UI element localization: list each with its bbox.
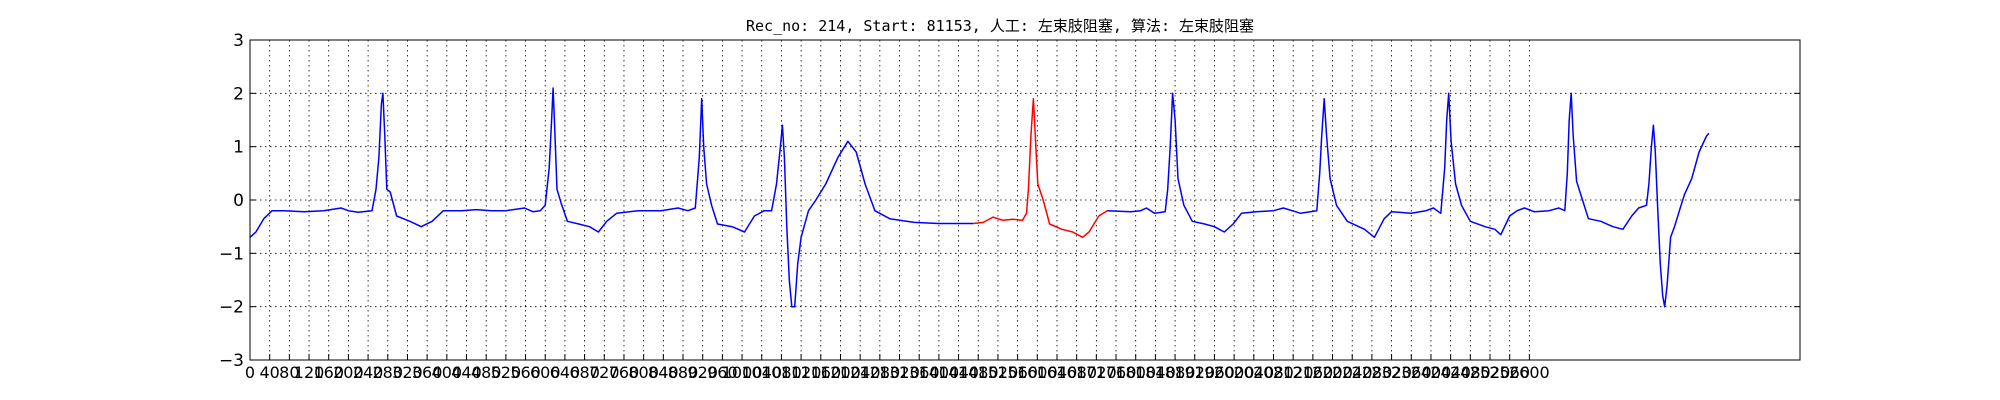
x-tick-label: 1600: [1017, 363, 1058, 382]
x-tick-label: 2080: [1253, 363, 1294, 382]
x-tick-label: 360: [412, 363, 443, 382]
x-tick-label: 240: [353, 363, 384, 382]
x-tick-label: 1200: [820, 363, 861, 382]
x-tick-label: 2480: [1450, 363, 1491, 382]
x-tick-label: 440: [451, 363, 482, 382]
x-tick-label: 1120: [781, 363, 822, 382]
x-tick-label: 960: [707, 363, 738, 382]
x-tick-label: 600: [530, 363, 561, 382]
x-tick-label: 2320: [1371, 363, 1412, 382]
y-axis: −3 −2 −1 0 1 2 3: [219, 31, 1800, 371]
x-tick-label: 1520: [978, 363, 1019, 382]
y-tick-label: −1: [219, 244, 244, 264]
y-tick-label: 2: [233, 84, 244, 104]
x-tick-label: 1080: [761, 363, 802, 382]
grid-lines: [250, 40, 1800, 360]
x-tick-label: 760: [609, 363, 640, 382]
x-tick-label: 1800: [1115, 363, 1156, 382]
x-tick-label: 1280: [859, 363, 900, 382]
x-tick-label: 200: [333, 363, 364, 382]
x-tick-label: 1560: [997, 363, 1038, 382]
x-tick-label: 1000: [722, 363, 763, 382]
x-tick-label: 2240: [1332, 363, 1373, 382]
x-tick-label: 2120: [1273, 363, 1314, 382]
y-tick-label: −2: [219, 298, 244, 318]
x-tick-label: 40: [260, 363, 280, 382]
x-tick-label: 1160: [800, 363, 841, 382]
x-tick-label: 2160: [1292, 363, 1333, 382]
x-tick-label: 2440: [1430, 363, 1471, 382]
x-tick-label: 1960: [1194, 363, 1235, 382]
x-tick-label: 2200: [1312, 363, 1353, 382]
x-tick-label: 560: [510, 363, 541, 382]
x-tick-label: 1320: [879, 363, 920, 382]
x-tick-label: 2400: [1411, 363, 1452, 382]
signal-trace: [249, 87, 974, 308]
x-tick-label: 1440: [938, 363, 979, 382]
x-tick-label: 680: [569, 363, 600, 382]
x-tick-label: 1680: [1056, 363, 1097, 382]
x-tick-label: 640: [550, 363, 581, 382]
x-tick-label: 1880: [1155, 363, 1196, 382]
x-tick-label: 320: [392, 363, 423, 382]
y-tick-label: −3: [219, 351, 244, 371]
x-tick-label: 2000: [1214, 363, 1255, 382]
signal-trace: [973, 97, 1108, 239]
x-axis: 0 40 8012016020024028032036040044048052056…: [245, 354, 1550, 382]
x-tick-label: 1400: [919, 363, 960, 382]
x-tick-label: 1040: [741, 363, 782, 382]
x-tick-label: 800: [628, 363, 659, 382]
x-tick-label: 1920: [1174, 363, 1215, 382]
x-tick-label: 520: [491, 363, 522, 382]
chart-title: Rec_no: 214, Start: 81153, 人工: 左束肢阻塞, 算法…: [746, 17, 1254, 35]
signal-trace: [1107, 92, 1710, 308]
x-tick-label: 1760: [1096, 363, 1137, 382]
x-tick-label: 2360: [1391, 363, 1432, 382]
y-tick-label: 1: [233, 138, 244, 158]
y-tick-label: 3: [233, 31, 244, 51]
x-tick-label: 2600: [1509, 363, 1550, 382]
x-tick-label: 2040: [1233, 363, 1274, 382]
y-tick-label: 0: [233, 191, 244, 211]
plot-area: [249, 87, 1710, 308]
x-tick-label: 840: [648, 363, 679, 382]
x-tick-label: 120: [294, 363, 325, 382]
x-tick-label: 1640: [1037, 363, 1078, 382]
x-tick-label: 1360: [899, 363, 940, 382]
x-tick-label: 160: [313, 363, 344, 382]
x-tick-label: 400: [432, 363, 463, 382]
x-tick-label: 2560: [1489, 363, 1530, 382]
x-tick-label: 1720: [1076, 363, 1117, 382]
x-tick-label: 480: [471, 363, 502, 382]
x-tick-label: 1840: [1135, 363, 1176, 382]
x-tick-label: 2280: [1352, 363, 1393, 382]
x-tick-label: 2520: [1470, 363, 1511, 382]
x-tick-label: 880: [668, 363, 699, 382]
x-tick-label: 280: [373, 363, 404, 382]
x-tick-label: 80: [279, 363, 299, 382]
x-tick-label: 920: [687, 363, 718, 382]
x-tick-label: 1480: [958, 363, 999, 382]
x-tick-label: 720: [589, 363, 620, 382]
x-tick-label: 1240: [840, 363, 881, 382]
x-tick-label: 0: [245, 363, 255, 382]
